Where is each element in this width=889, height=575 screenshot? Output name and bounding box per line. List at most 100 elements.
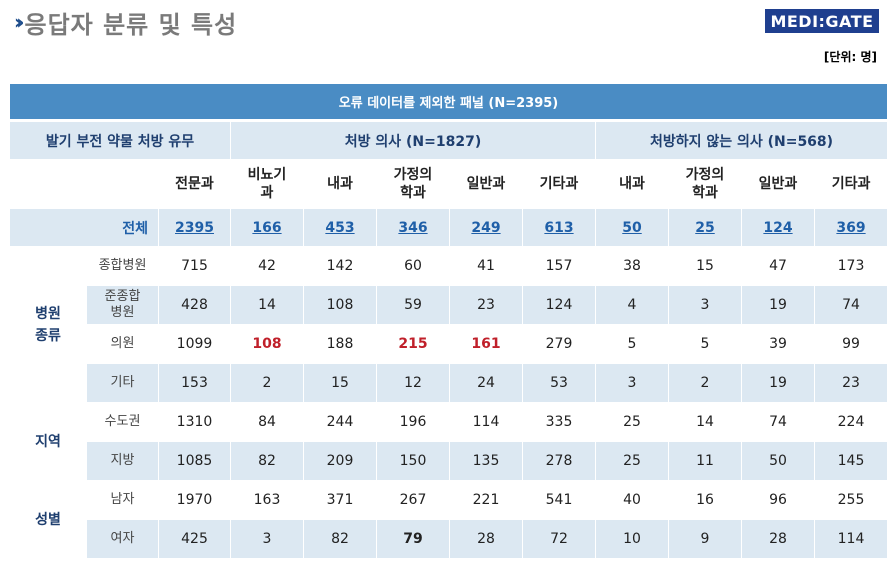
value-cell: 215 — [376, 324, 450, 364]
row-label: 기타 — [86, 363, 159, 403]
column-header: 전문과 — [158, 159, 231, 209]
value-cell: 278 — [522, 441, 596, 481]
total-link[interactable]: 453 — [325, 219, 355, 236]
value-cell: 163 — [230, 480, 304, 520]
column-header: 내과 — [595, 159, 669, 209]
value-cell: 157 — [522, 246, 596, 286]
value-cell: 715 — [158, 246, 231, 286]
value-cell: 38 — [595, 246, 669, 286]
column-header: 가정의 학과 — [376, 159, 450, 209]
table-row: 병원 종류 종합병원 715 42 142 60 41 157 38 15 47 173 — [9, 246, 889, 403]
value-cell: 42 — [230, 246, 304, 286]
row-label: 지방 — [86, 441, 159, 481]
value-cell: 14 — [668, 402, 742, 442]
value-cell: 2 — [668, 363, 742, 403]
value-cell: 84 — [230, 402, 304, 442]
table-row: 의원 1099 108 188 215 161 279 5 5 39 99 — [10, 324, 889, 364]
banner-cell: 오류 데이터를 제외한 패널 (N=2395) — [8, 83, 889, 122]
value-cell: 60 — [376, 246, 450, 286]
column-header: 기타과 — [813, 159, 889, 209]
value-cell: 173 — [813, 246, 889, 286]
value-cell: 209 — [303, 441, 377, 481]
value-cell: 74 — [813, 285, 889, 325]
value-cell: 24 — [449, 363, 523, 403]
total-cell: 124 — [741, 208, 815, 247]
value-cell: 188 — [303, 324, 377, 364]
value-cell: 82 — [230, 441, 304, 481]
column-header: 가정의 학과 — [668, 159, 742, 209]
value-cell: 135 — [449, 441, 523, 481]
row-label: 의원 — [86, 324, 159, 364]
column-header: 일반과 — [741, 159, 815, 209]
total-link[interactable]: 613 — [544, 219, 574, 236]
category-label: 성별 — [9, 480, 87, 559]
value-cell: 428 — [158, 285, 231, 325]
total-link[interactable]: 25 — [695, 219, 715, 236]
value-cell: 224 — [813, 402, 889, 442]
value-cell: 1310 — [158, 402, 231, 442]
total-cell: 50 — [595, 208, 669, 247]
value-cell: 19 — [741, 285, 815, 325]
category-label: 병원 종류 — [9, 246, 87, 403]
value-cell: 40 — [595, 480, 669, 520]
value-cell: 1085 — [158, 441, 231, 481]
total-link[interactable]: 346 — [398, 219, 428, 236]
respondent-table: 오류 데이터를 제외한 패널 (N=2395) 발기 부전 약물 처방 유무 처… — [8, 83, 889, 559]
header-blank — [9, 159, 159, 209]
total-link[interactable]: 2395 — [175, 219, 214, 236]
value-cell: 9 — [668, 519, 742, 559]
value-cell: 335 — [522, 402, 596, 442]
total-link[interactable]: 50 — [622, 219, 642, 236]
value-cell: 1099 — [158, 324, 231, 364]
total-cell: 2395 — [158, 208, 231, 247]
value-cell: 28 — [741, 519, 815, 559]
group-no-prescribe-header: 처방하지 않는 의사 (N=568) — [594, 120, 889, 160]
value-cell: 221 — [449, 480, 523, 520]
total-cell: 25 — [668, 208, 742, 247]
value-cell: 161 — [449, 324, 523, 364]
value-cell: 25 — [595, 441, 669, 481]
table-row: 지방 1085 82 209 150 135 278 25 11 50 145 — [10, 441, 889, 481]
group-left-header: 발기 부전 약물 처방 유무 — [9, 120, 231, 160]
column-header: 일반과 — [449, 159, 523, 209]
value-cell: 4 — [595, 285, 669, 325]
total-link[interactable]: 124 — [763, 219, 793, 236]
value-cell: 114 — [813, 519, 889, 559]
value-cell: 3 — [230, 519, 304, 559]
table-row: 성별 남자 1970 163 371 267 221 541 40 16 96 255 — [9, 480, 889, 559]
value-cell: 244 — [303, 402, 377, 442]
value-cell: 255 — [813, 480, 889, 520]
value-cell: 82 — [303, 519, 377, 559]
total-cell: 249 — [449, 208, 523, 247]
value-cell: 23 — [449, 285, 523, 325]
value-cell: 41 — [449, 246, 523, 286]
category-label: 지역 — [9, 402, 87, 481]
value-cell: 108 — [303, 285, 377, 325]
value-cell: 425 — [158, 519, 231, 559]
total-cell: 369 — [813, 208, 889, 247]
row-label: 준종합 병원 — [86, 285, 159, 325]
value-cell: 11 — [668, 441, 742, 481]
value-cell: 12 — [376, 363, 450, 403]
total-cell: 346 — [376, 208, 450, 247]
table-row: 여자 425 3 82 79 28 72 10 9 28 114 — [10, 519, 889, 559]
value-cell: 79 — [376, 519, 450, 559]
value-cell: 15 — [303, 363, 377, 403]
total-cell: 613 — [522, 208, 596, 247]
value-cell: 53 — [522, 363, 596, 403]
value-cell: 541 — [522, 480, 596, 520]
value-cell: 3 — [595, 363, 669, 403]
table-row: 준종합 병원 428 14 108 59 23 124 4 3 19 74 — [10, 285, 889, 325]
value-cell: 72 — [522, 519, 596, 559]
double-chevron-icon: ›› — [14, 10, 25, 34]
medigate-logo: MEDI:GATE — [765, 9, 879, 33]
row-label: 수도권 — [86, 402, 159, 442]
total-link[interactable]: 249 — [471, 219, 501, 236]
column-header: 기타과 — [522, 159, 596, 209]
value-cell: 145 — [813, 441, 889, 481]
value-cell: 114 — [449, 402, 523, 442]
total-link[interactable]: 166 — [252, 219, 282, 236]
total-link[interactable]: 369 — [836, 219, 866, 236]
page-title: ›› 응답자 분류 및 특성 — [14, 6, 237, 39]
unit-label: [단위: 명] — [823, 50, 877, 64]
